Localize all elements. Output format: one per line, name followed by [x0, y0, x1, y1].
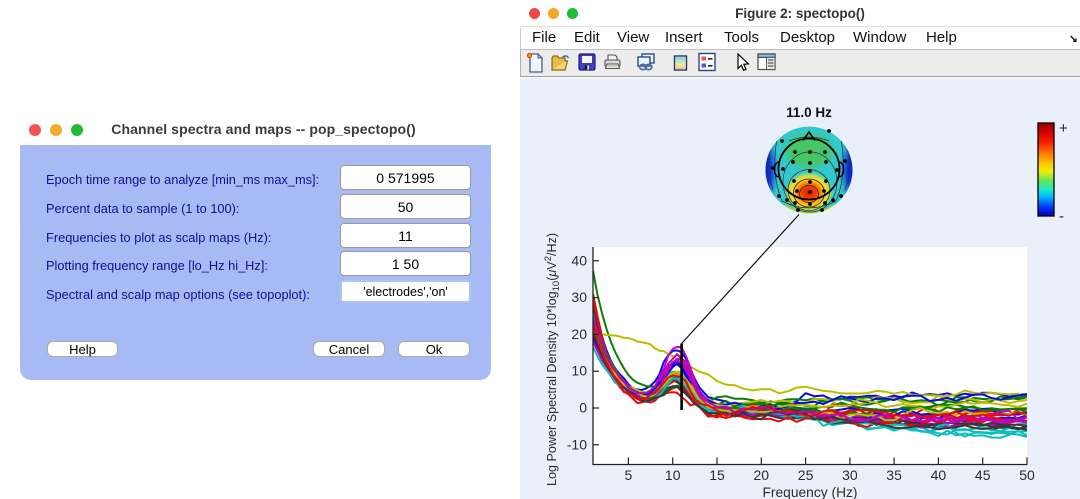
svg-text:10: 10: [571, 363, 587, 379]
svg-text:25: 25: [798, 467, 814, 483]
svg-text:20: 20: [754, 467, 770, 483]
svg-text:30: 30: [571, 289, 587, 305]
svg-text:10: 10: [665, 467, 681, 483]
svg-text:Frequency (Hz): Frequency (Hz): [762, 485, 857, 499]
svg-text:40: 40: [571, 252, 587, 268]
svg-text:45: 45: [975, 467, 991, 483]
svg-text:15: 15: [709, 467, 725, 483]
svg-text:30: 30: [842, 467, 858, 483]
svg-text:5: 5: [625, 467, 633, 483]
svg-text:35: 35: [886, 467, 902, 483]
svg-text:+: +: [1059, 120, 1068, 137]
svg-text:Log Power Spectral Density 10*: Log Power Spectral Density 10*log10(μV2/…: [543, 233, 562, 486]
svg-text:20: 20: [571, 326, 587, 342]
svg-text:50: 50: [1019, 467, 1035, 483]
svg-text:11.0 Hz: 11.0 Hz: [786, 105, 832, 120]
svg-text:-: -: [1059, 208, 1064, 225]
svg-text:-10: -10: [567, 436, 587, 452]
svg-text:40: 40: [931, 467, 947, 483]
svg-text:0: 0: [579, 400, 587, 416]
